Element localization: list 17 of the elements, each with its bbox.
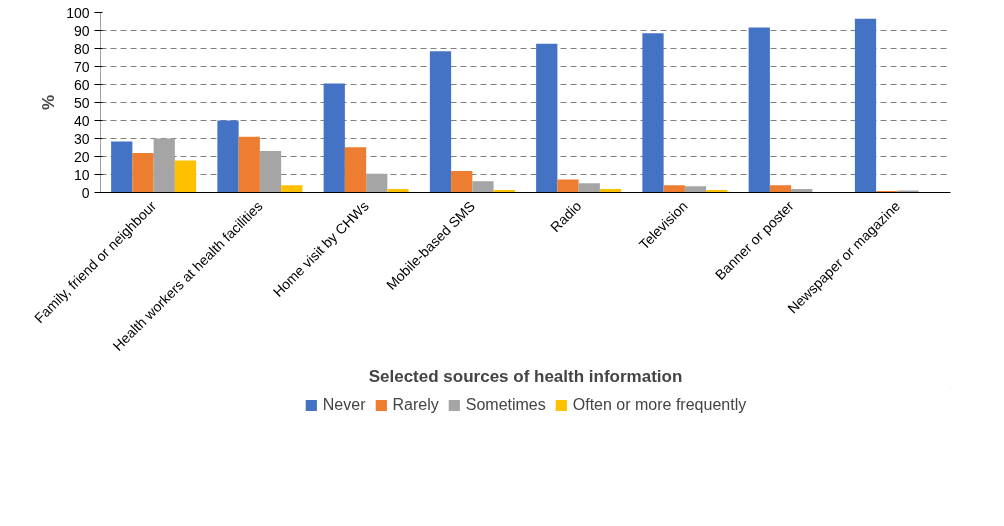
y-tick-label: 60 — [73, 76, 90, 93]
legend-label: Never — [322, 396, 366, 414]
y-tick-label: 50 — [73, 94, 90, 111]
y-tick-label: 70 — [73, 58, 90, 75]
legend-label: Sometimes — [465, 396, 546, 414]
y-tick-label: 20 — [73, 148, 90, 165]
y-tick-label: 10 — [73, 166, 90, 183]
legend-label: Rarely — [392, 396, 439, 414]
y-tick-label: 80 — [73, 40, 90, 57]
y-axis-title: % — [39, 94, 59, 111]
x-axis-title: Selected sources of health information — [368, 366, 683, 386]
legend-label: Often or more frequently — [572, 396, 747, 414]
y-tick-label: 30 — [73, 130, 90, 147]
y-tick-label: 90 — [73, 22, 90, 39]
y-tick-label: 40 — [73, 112, 90, 129]
y-tick-label: 0 — [81, 184, 90, 201]
y-tick-label: 100 — [66, 4, 90, 21]
